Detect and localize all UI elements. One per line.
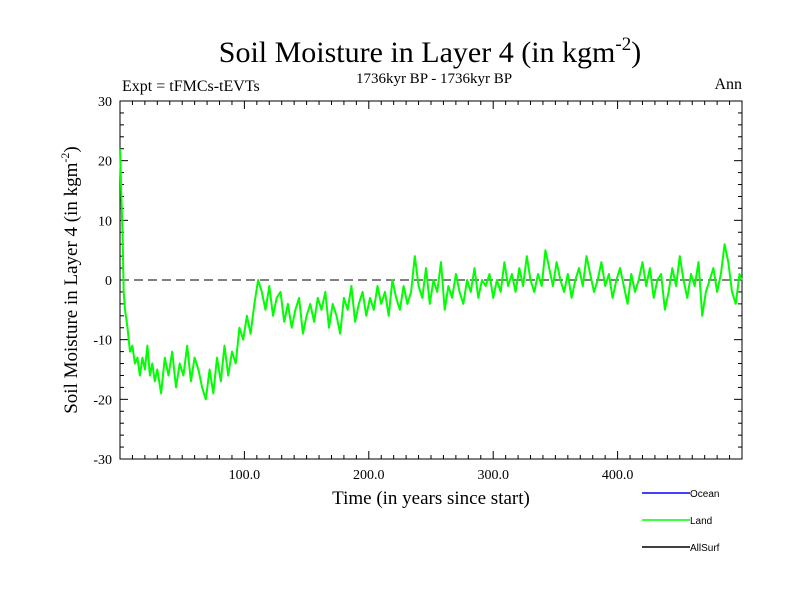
x-tick-label: 100.0 (229, 468, 261, 483)
plot-area: -30 -20 -10 0 10 20 30 100.0 200.0 300.0 400.0 (93, 95, 743, 483)
y-axis-label: Soil Moisture in Layer 4 (in kgm-2) (58, 146, 82, 414)
x-tick-label: 200.0 (353, 468, 385, 483)
x-tick-label: 300.0 (477, 468, 509, 483)
y-tick-label: -30 (93, 453, 112, 468)
y-tick-label: -20 (93, 393, 112, 408)
x-axis-label: Time (in years since start) (332, 488, 530, 509)
experiment-label: Expt = tFMCs-tEVTs (122, 78, 260, 95)
series-line-land (119, 148, 743, 401)
legend-label-allsurf: AllSurf (690, 543, 720, 554)
y-tick-label: -10 (93, 334, 112, 349)
y-tick-label: 0 (105, 274, 112, 289)
y-tick-label: 30 (98, 95, 112, 110)
y-tick-label: 10 (98, 214, 112, 229)
x-tick-label: 400.0 (602, 468, 634, 483)
legend-label-land: Land (690, 516, 712, 527)
chart-subtitle: 1736kyr BP - 1736kyr BP (356, 71, 512, 87)
legend-label-ocean: Ocean (690, 489, 719, 500)
y-tick-label: 20 (98, 155, 112, 170)
season-label: Ann (714, 76, 742, 93)
chart-title: Soil Moisture in Layer 4 (in kgm-2) (219, 34, 641, 69)
legend: Ocean Land AllSurf (642, 489, 720, 554)
